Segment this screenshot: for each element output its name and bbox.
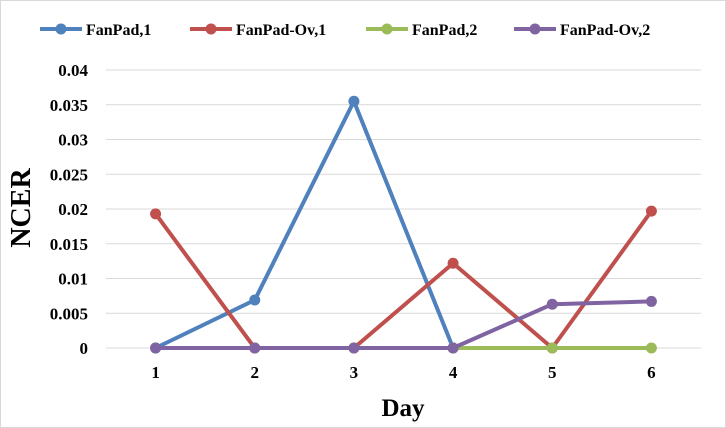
- x-tick-label: 2: [251, 363, 260, 382]
- legend-point-marker: [55, 23, 67, 35]
- series-fanpad-ov-2: [150, 295, 657, 354]
- legend-item: FanPad-Ov,1: [190, 22, 326, 39]
- legend-point-marker: [529, 23, 541, 35]
- legend-label: FanPad,2: [412, 22, 477, 39]
- data-point: [645, 342, 657, 354]
- data-point: [249, 342, 261, 354]
- legend-item: FanPad,1: [40, 22, 151, 39]
- series-fanpad-2: [447, 342, 657, 354]
- legend-item: FanPad,2: [366, 22, 477, 39]
- y-tick-label: 0.04: [58, 61, 88, 80]
- x-tick-label: 4: [449, 363, 458, 382]
- x-tick-label: 1: [151, 363, 160, 382]
- data-point: [150, 342, 162, 354]
- x-axis-ticks: 1 2 3 4 5 6: [151, 363, 655, 382]
- series-fanpad-1: [150, 95, 459, 354]
- y-tick-label: 0.03: [58, 131, 88, 150]
- y-tick-label: 0.035: [50, 96, 88, 115]
- data-point: [645, 295, 657, 307]
- series-line: [153, 299, 654, 350]
- y-tick-label: 0.005: [50, 304, 88, 323]
- data-point: [546, 342, 558, 354]
- legend-label: FanPad-Ov,1: [236, 22, 326, 39]
- y-tick-label: 0.02: [58, 200, 88, 219]
- legend-label: FanPad,1: [86, 22, 151, 39]
- legend-point-marker: [381, 23, 393, 35]
- data-point: [645, 205, 657, 217]
- y-tick-label: 0: [80, 339, 89, 358]
- legend-label: FanPad-Ov,2: [560, 22, 650, 39]
- x-tick-label: 3: [350, 363, 359, 382]
- gridlines: [106, 69, 701, 314]
- data-point: [150, 208, 162, 220]
- series-line: [153, 209, 654, 350]
- series-line: [153, 99, 456, 350]
- x-tick-label: 6: [647, 363, 656, 382]
- data-point: [249, 294, 261, 306]
- data-point: [348, 342, 360, 354]
- y-tick-label: 0.01: [58, 270, 88, 289]
- data-point: [546, 298, 558, 310]
- legend: FanPad,1 FanPad-Ov,1 FanPad,2 FanPad-Ov,2: [40, 22, 650, 39]
- x-tick-label: 5: [548, 363, 557, 382]
- legend-item: FanPad-Ov,2: [514, 22, 650, 39]
- series-lines: [150, 95, 657, 354]
- y-tick-label: 0.015: [50, 235, 88, 254]
- data-point: [348, 95, 360, 107]
- data-point: [447, 257, 459, 269]
- y-tick-label: 0.025: [50, 165, 88, 184]
- x-axis-title: Day: [381, 395, 425, 422]
- data-point: [447, 342, 459, 354]
- y-axis-ticks: 0 0.005 0.01 0.015 0.02 0.025 0.03 0.035 0.04: [50, 61, 89, 358]
- y-axis-title: NCER: [6, 168, 37, 248]
- legend-point-marker: [205, 23, 217, 35]
